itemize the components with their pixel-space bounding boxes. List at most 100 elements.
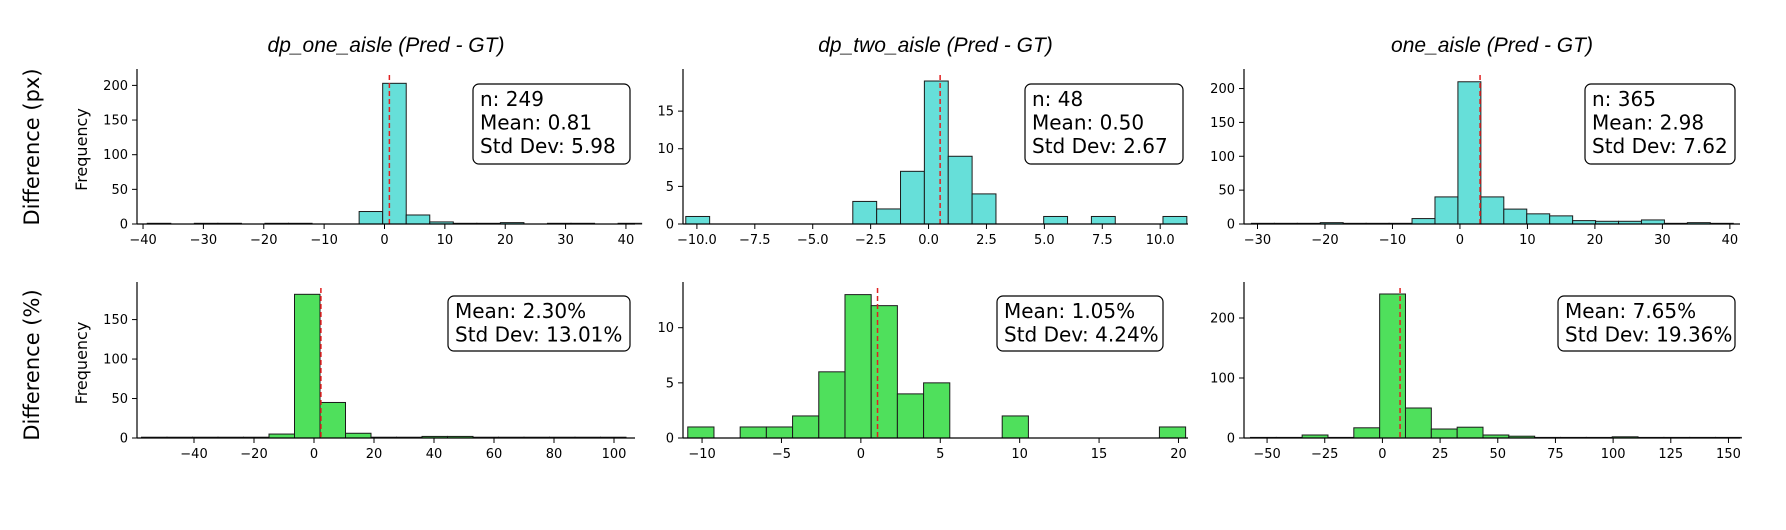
y-tick-label: 10 (657, 142, 674, 157)
y-tick-label: 50 (111, 183, 128, 198)
chart-title: one_aisle (Pred - GT) (1391, 34, 1593, 57)
x-tick-label: 75 (1547, 447, 1564, 462)
row-label-pct: Difference (%) (20, 289, 44, 440)
stats-line: Std Dev: 2.67 (1032, 134, 1168, 158)
x-tick-label: 80 (546, 447, 563, 462)
histogram-bar (923, 382, 951, 439)
stats-line: Mean: 0.81 (480, 111, 592, 135)
chart-pct-three: −50 −25 0 25 50 75 100 125 150 0 100 200 Mean: 7.65%… (1210, 282, 1742, 462)
x-tick-label: 10 (1519, 233, 1536, 248)
x-tick-label: −10 (310, 233, 337, 248)
histogram-bar (896, 393, 925, 439)
histogram-bar (405, 214, 431, 225)
y-tick-label: 100 (103, 148, 128, 163)
y-tick-label: 150 (1210, 116, 1235, 131)
y-tick-label: 150 (103, 114, 128, 129)
histogram-bar (1404, 407, 1432, 439)
x-tick-label: 40 (426, 447, 443, 462)
x-tick-label: 50 (1489, 447, 1506, 462)
histogram-bar (319, 401, 346, 439)
histogram-bar (1457, 81, 1482, 225)
histogram-bar (876, 208, 902, 225)
stats-line: n: 365 (1592, 87, 1656, 111)
chart-pct-two: −10 −5 0 5 10 15 20 0 5 10 Mean: 1.05%Std Dev: 4.2… (657, 282, 1188, 462)
histogram-bar (1434, 196, 1459, 225)
x-tick-label: 100 (1601, 447, 1626, 462)
histogram-bar (818, 371, 846, 439)
stats-line: Std Dev: 13.01% (455, 323, 622, 347)
x-tick-label: −5 (772, 447, 791, 462)
histogram-bar (765, 426, 794, 439)
stats-box (1584, 83, 1736, 165)
y-tick-label: 5 (666, 376, 674, 391)
y-tick-label: 0 (666, 432, 674, 447)
stats-line: Std Dev: 7.62 (1592, 134, 1728, 158)
chart-px-three: −30 −20 −10 0 10 20 30 40 0 50 100 150 200 one_aisle … (1210, 34, 1740, 248)
histogram-bar (923, 80, 949, 225)
y-tick-label: 100 (103, 353, 128, 368)
x-tick-label: −20 (240, 447, 267, 462)
histogram-bar (900, 170, 925, 225)
histogram-bar (1549, 215, 1574, 225)
x-tick-label: 0 (857, 447, 865, 462)
stats-box (996, 295, 1164, 352)
y-axis-label: Frequency (72, 108, 91, 191)
x-tick-label: −40 (180, 447, 207, 462)
histogram-bar (1640, 219, 1665, 225)
x-tick-label: 0.0 (918, 233, 939, 248)
histogram-bar (1090, 215, 1116, 225)
x-tick-label: 15 (1091, 447, 1108, 462)
x-tick-label: −20 (1311, 233, 1338, 248)
x-tick-label: 60 (486, 447, 503, 462)
stats-line: Mean: 2.30% (455, 299, 586, 323)
stats-line: Mean: 1.05% (1004, 299, 1135, 323)
x-tick-label: 40 (1722, 233, 1739, 248)
histogram-bar (382, 82, 407, 225)
y-tick-label: 0 (120, 432, 128, 447)
x-tick-label: 10.0 (1146, 233, 1175, 248)
x-tick-label: −20 (250, 233, 277, 248)
x-tick-label: 30 (557, 233, 574, 248)
histogram-bar (358, 211, 384, 225)
x-tick-label: 5.0 (1034, 233, 1055, 248)
stats-box (1557, 295, 1736, 352)
chart-title: dp_one_aisle (Pred - GT) (268, 34, 505, 57)
histogram-bar (687, 426, 715, 439)
x-tick-label: 20 (366, 447, 383, 462)
y-tick-label: 200 (1210, 82, 1235, 97)
histogram-bar (1503, 208, 1528, 225)
stats-line: Std Dev: 19.36% (1565, 323, 1732, 347)
row-label-px: Difference (px) (20, 68, 44, 225)
histogram-bar (1480, 196, 1505, 225)
histogram-bar (792, 415, 820, 439)
y-tick-label: 0 (1227, 432, 1235, 447)
x-tick-label: 25 (1432, 447, 1449, 462)
histogram-bar (345, 432, 372, 439)
stats-line: Mean: 0.50 (1032, 111, 1144, 135)
chart-px-one: −40 −30 −20 −10 0 10 20 30 40 0 50 100 150 200 Frequen… (72, 34, 643, 248)
x-tick-label: −30 (1244, 233, 1271, 248)
x-tick-label: 0 (1378, 447, 1386, 462)
x-tick-label: −30 (190, 233, 217, 248)
histogram-bar (870, 305, 898, 439)
histogram-bar (685, 215, 711, 225)
histogram-bar (1162, 215, 1188, 225)
x-tick-label: −40 (129, 233, 156, 248)
x-tick-label: −10 (1379, 233, 1406, 248)
x-tick-label: 5 (936, 447, 944, 462)
x-tick-label: −7.5 (739, 233, 771, 248)
y-tick-label: 50 (1218, 184, 1235, 199)
stats-line: n: 48 (1032, 87, 1083, 111)
chart-px-two: −10.0 −7.5 −5.0 −2.5 0.0 2.5 5.0 7.5 10.0 0 5 10 15 d… (657, 34, 1188, 248)
y-tick-label: 200 (1210, 312, 1235, 327)
histogram-bar (844, 294, 872, 439)
histogram-bar (294, 293, 321, 439)
stats-box (472, 83, 631, 165)
x-tick-label: 0 (310, 447, 318, 462)
x-tick-label: 10 (1011, 447, 1028, 462)
x-tick-label: 2.5 (976, 233, 997, 248)
stats-line: Std Dev: 4.24% (1004, 323, 1159, 347)
y-tick-label: 5 (666, 180, 674, 195)
stats-box (1024, 83, 1184, 165)
